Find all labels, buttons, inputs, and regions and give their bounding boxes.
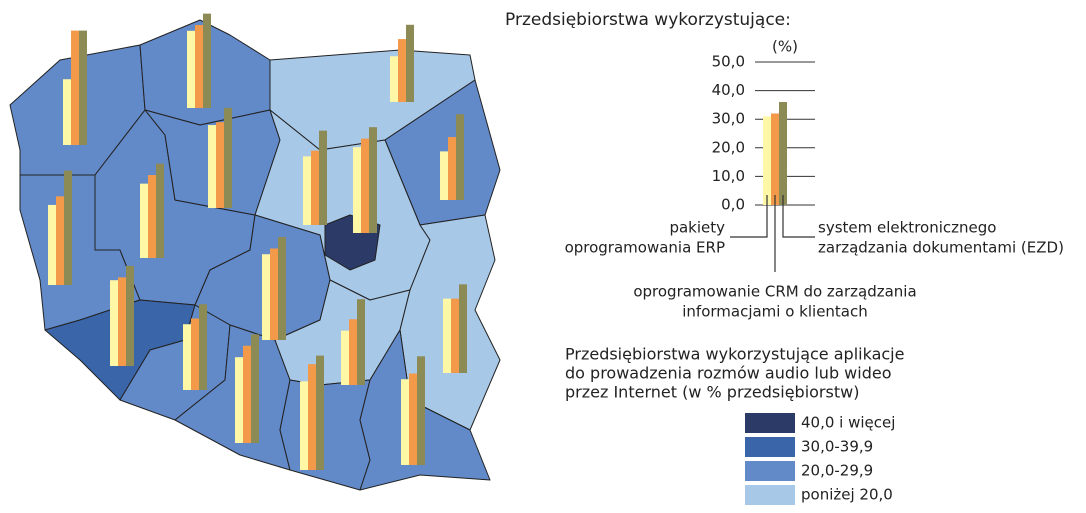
legend-swatch	[745, 485, 795, 505]
bar	[361, 138, 369, 233]
bar	[148, 175, 156, 258]
legend-label: 30,0-39,9	[801, 438, 873, 456]
bar	[771, 113, 779, 205]
bar	[199, 304, 207, 390]
bar	[270, 248, 278, 340]
series-label: zarządzania dokumentami (EZD)	[818, 239, 1064, 257]
bar	[262, 254, 270, 340]
y-tick-label: 20,0	[712, 138, 745, 156]
unit-label: (%)	[772, 38, 798, 56]
bar	[203, 13, 211, 108]
legend-label: 40,0 i więcej	[801, 414, 895, 432]
bar	[208, 125, 216, 208]
series-label: oprogramowanie CRM do zarządzania	[633, 283, 916, 301]
leader-line	[730, 195, 768, 238]
key-title: Przedsiębiorstwa wykorzystujące:	[505, 10, 791, 30]
bar	[303, 156, 311, 225]
series-label: oprogramowania ERP	[565, 239, 725, 257]
bar	[459, 284, 467, 373]
bar	[56, 196, 64, 285]
bar	[316, 355, 324, 470]
legend-swatch	[745, 461, 795, 481]
bar	[191, 318, 199, 390]
legend-swatch	[745, 437, 795, 457]
bar	[390, 56, 398, 102]
series-label: pakiety	[669, 219, 725, 237]
bar	[443, 298, 451, 373]
bar	[779, 102, 787, 205]
bar	[216, 122, 224, 208]
bar	[195, 25, 203, 109]
series-label: system elektronicznego	[818, 219, 996, 237]
bar	[235, 357, 243, 443]
bar	[278, 237, 286, 340]
bar	[156, 163, 164, 258]
bar	[353, 147, 361, 233]
y-tick-label: 0,0	[721, 196, 745, 214]
bar	[311, 150, 319, 225]
bar	[183, 324, 191, 390]
bar	[48, 204, 56, 285]
legend: Przedsiębiorstwa wykorzystujące aplikacj…	[565, 345, 904, 505]
bar	[448, 137, 456, 200]
leader-line	[782, 195, 815, 238]
bar	[224, 107, 232, 208]
bar	[451, 298, 459, 373]
bar	[110, 280, 118, 366]
key-chart: 0,0 10,0 20,0 30,0 40,0 50,0 pakiety oprogramow…	[565, 53, 1064, 321]
bar	[763, 116, 771, 205]
bar	[417, 356, 425, 465]
bar	[456, 114, 464, 200]
bar	[406, 24, 414, 103]
series-label: informacjami o klientach	[682, 303, 868, 321]
bar	[319, 130, 327, 225]
y-tick-label: 10,0	[712, 167, 745, 185]
bar	[251, 334, 259, 443]
bar	[349, 319, 357, 385]
legend-title: Przedsiębiorstwa wykorzystujące aplikacj…	[565, 345, 904, 364]
bar	[357, 299, 365, 385]
y-tick-label: 50,0	[712, 53, 745, 71]
bar	[409, 373, 417, 465]
region	[279, 379, 371, 491]
bar	[440, 151, 448, 200]
bar	[79, 30, 87, 146]
bar	[118, 277, 126, 366]
bar	[126, 265, 134, 366]
legend-label: poniżej 20,0	[801, 486, 893, 504]
legend-title: do prowadzenia rozmów audio lub wideo	[565, 364, 892, 383]
region-bars	[48, 13, 467, 470]
y-tick-label: 40,0	[712, 81, 745, 99]
bar	[64, 170, 72, 285]
bar	[300, 381, 308, 470]
bar	[398, 39, 406, 102]
bar	[63, 79, 71, 145]
legend-label: 20,0-29,9	[801, 462, 873, 480]
bar	[369, 127, 377, 233]
bar	[401, 379, 409, 465]
legend-title: przez Internet (w % przedsiębiorstw)	[565, 383, 859, 402]
y-tick-label: 30,0	[712, 110, 745, 128]
bar	[187, 30, 195, 109]
bar	[71, 30, 79, 146]
bar	[341, 330, 349, 385]
bar	[243, 345, 251, 443]
bar	[308, 364, 316, 470]
legend-swatch	[745, 413, 795, 433]
bar	[140, 183, 148, 258]
